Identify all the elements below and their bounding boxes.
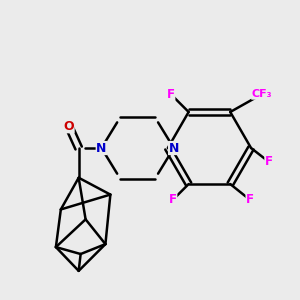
Text: F: F — [265, 155, 273, 168]
Text: N: N — [96, 142, 106, 154]
Text: O: O — [63, 120, 74, 133]
Text: N: N — [169, 142, 179, 154]
Text: F: F — [167, 88, 175, 100]
Text: F: F — [246, 194, 254, 206]
Text: CF₃: CF₃ — [252, 89, 272, 99]
Text: F: F — [169, 194, 177, 206]
